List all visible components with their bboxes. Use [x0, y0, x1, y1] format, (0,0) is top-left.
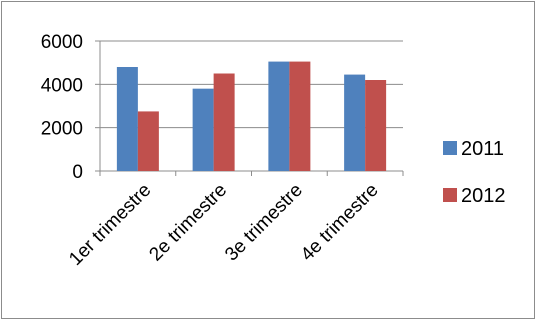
y-tick-label: 0 — [72, 162, 83, 183]
bar-2011-2 — [192, 88, 214, 171]
bar-2011-3 — [268, 61, 290, 172]
legend-label-2011: 2011 — [461, 138, 504, 160]
legend-swatch-2011 — [443, 141, 457, 155]
bar-2012-4 — [365, 80, 387, 171]
x-category-label: 3e trimestre — [221, 180, 307, 266]
y-tick-label: 4000 — [41, 75, 83, 96]
bar-2011-1 — [116, 67, 138, 171]
legend-swatch-2012 — [443, 188, 457, 202]
bar-2012-3 — [289, 61, 311, 172]
legend-label-2012: 2012 — [461, 185, 506, 207]
x-category-label: 4e trimestre — [297, 180, 383, 266]
bar-2011-4 — [344, 74, 366, 171]
bar-2012-1 — [137, 111, 159, 171]
y-tick-label: 2000 — [41, 119, 83, 140]
bar-2012-2 — [213, 73, 235, 171]
x-category-label: 2e trimestre — [145, 180, 231, 266]
y-tick-label: 6000 — [41, 32, 83, 53]
x-category-label: 1er trimestre — [65, 180, 155, 270]
